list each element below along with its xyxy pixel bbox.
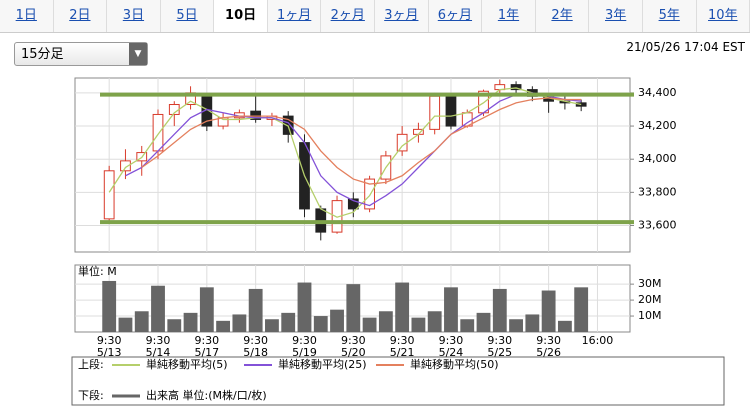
volume-bar [297,282,312,332]
tab[interactable]: 2年 [536,0,590,32]
x-tick-label: 9:30 5/19 [292,334,317,359]
x-tick-label: 9:30 5/13 [96,334,122,359]
volume-bar [411,317,426,332]
tab[interactable]: 5日 [161,0,215,32]
volume-bar [183,312,198,332]
unit-label: 単位: M [78,264,117,278]
volume-bar [167,319,182,332]
volume-bar [574,287,589,332]
x-tick-label: 9:30 5/26 [536,334,561,359]
x-tick-label: 9:30 5/21 [389,334,415,359]
tab[interactable]: 5年 [643,0,697,32]
volume-bar [232,314,247,332]
volume-bar [492,288,507,332]
x-tick-label: 9:30 5/17 [194,334,220,359]
volume-bar [102,280,117,332]
volume-bar [525,314,540,332]
ma-line [141,97,582,185]
tab[interactable]: 3ヶ月 [375,0,429,32]
candle-body [347,198,359,210]
y-tick-label: 34,000 [638,152,677,165]
x-tick-label: 9:30 5/25 [487,334,513,359]
y-tick-label: 30M [638,277,662,290]
y-tick-label: 10M [638,309,662,322]
y-tick-label: 34,400 [638,86,677,99]
tab[interactable]: 3日 [107,0,161,32]
volume-bar [395,282,410,332]
candle-body [152,113,164,152]
tab[interactable]: 2日 [54,0,108,32]
volume-bar [476,312,491,332]
interval-select[interactable]: 15分足 ▼ [14,42,148,66]
tab[interactable]: 10日 [214,0,268,32]
tab[interactable]: 1日 [0,0,54,32]
candle-body [364,178,375,210]
tab[interactable]: 1ヶ月 [268,0,322,32]
legend-label: 単純移動平均(5) [146,357,228,371]
candle-body [120,160,131,172]
tab-bar: 1日 2日 3日 5日 10日 1ヶ月 2ヶ月 3ヶ月 6ヶ月 1年 2年 3年 5年 10年 [0,0,750,33]
y-tick-label: 33,800 [638,185,677,198]
tab[interactable]: 1年 [482,0,536,32]
timestamp: 21/05/26 17:04 EST [626,40,745,54]
volume-bar [134,311,149,332]
candle-body [429,95,441,130]
volume-bar [199,287,214,332]
candle-body [396,133,408,152]
volume-bar [378,311,393,332]
volume-bar [330,309,344,332]
volume-bar [313,316,328,332]
y-tick-label: 20M [638,293,662,306]
volume-bar [248,288,263,332]
volume-bar [151,285,165,332]
x-tick-label: 9:30 5/20 [340,334,366,359]
y-tick-label: 33,600 [638,218,677,231]
volume-bar [509,319,523,332]
volume-bar [541,290,556,332]
ma-line [108,87,582,218]
legend-label: 単純移動平均(25) [278,357,367,371]
x-tick-label: 9:30 5/14 [145,334,171,359]
tab[interactable]: 6ヶ月 [429,0,483,32]
legend-label: 出来高 単位:(M株/口/枚) [146,388,267,402]
volume-bar [118,317,133,332]
candle-body [282,115,294,135]
select-text: 15分足 [21,47,64,62]
volume-bar [444,287,458,332]
volume-bar [427,311,442,332]
x-tick-label: 9:30 5/18 [243,334,268,359]
y-tick-label: 34,200 [638,119,677,132]
tab[interactable]: 2ヶ月 [321,0,376,32]
volume-bar [346,284,361,332]
x-tick-label: 16:00 [581,334,614,347]
candle-body [103,170,115,220]
volume-bar [265,319,279,332]
x-tick-label: 9:30 5/24 [438,334,464,359]
select-arrow: ▼ [129,43,147,65]
ma-line [125,92,582,207]
volume-bar [557,320,572,332]
candle-body [250,110,262,120]
volume-bar [281,312,296,332]
volume-bar [216,320,231,332]
legend-upper-label: 上段: [78,357,104,371]
candle-body [510,84,522,91]
tab[interactable]: 3年 [589,0,643,32]
legend-lower-label: 下段: [78,388,104,402]
candle-body [445,95,457,127]
volume-bar [460,319,475,332]
volume-bar [362,317,377,332]
legend-label: 単純移動平均(50) [410,357,499,371]
